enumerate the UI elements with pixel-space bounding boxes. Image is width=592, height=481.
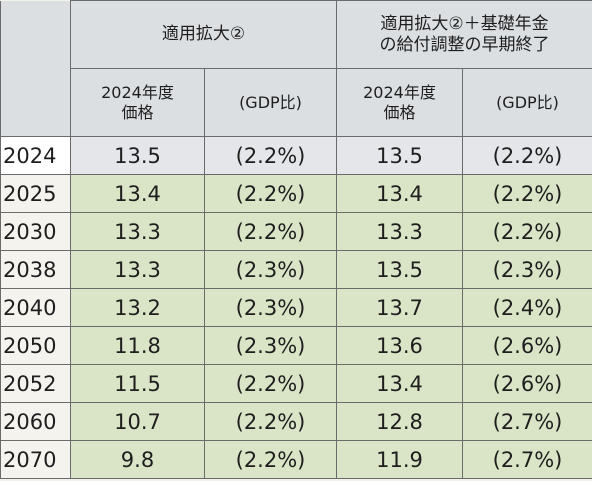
- table-row: 2024 13.5 (2.2%) 13.5 (2.2%): [0, 136, 592, 175]
- year-cell: 2060: [0, 402, 71, 441]
- price-b-cell: 12.8: [336, 402, 463, 441]
- group-header-2: 適用拡大②＋基礎年金 の給付調整の早期終了: [336, 0, 592, 69]
- group-header-1-label: 適用拡大②: [161, 24, 246, 44]
- gdp-b-cell: (2.2%): [462, 212, 592, 251]
- year-cell: 2070: [0, 440, 71, 479]
- gdp-b-cell: (2.3%): [462, 250, 592, 289]
- corner-cell: [0, 0, 71, 137]
- price-a-cell: 10.7: [70, 402, 205, 441]
- price-a-cell: 13.3: [70, 212, 205, 251]
- year-cell: 2038: [0, 250, 71, 289]
- gdp-a-cell: (2.2%): [204, 174, 337, 213]
- subheader-gdp-b: (GDP比): [462, 68, 592, 137]
- subheader-price-b-line2: 価格: [383, 102, 416, 122]
- table-row: 2040 13.2 (2.3%) 13.7 (2.4%): [0, 288, 592, 327]
- year-cell: 2040: [0, 288, 71, 327]
- year-cell: 2050: [0, 326, 71, 365]
- price-b-cell: 13.4: [336, 364, 463, 403]
- price-a-cell: 13.3: [70, 250, 205, 289]
- price-a-cell: 13.2: [70, 288, 205, 327]
- group-header-2-line2: の給付調整の早期終了: [379, 34, 550, 55]
- price-a-cell: 13.4: [70, 174, 205, 213]
- gdp-a-cell: (2.3%): [204, 326, 337, 365]
- gdp-b-cell: (2.7%): [462, 402, 592, 441]
- price-b-cell: 13.3: [336, 212, 463, 251]
- group-header-2-line1: 適用拡大②＋基礎年金: [380, 13, 549, 34]
- subheader-price-b-line1: 2024年度: [363, 82, 436, 102]
- table-row: 2025 13.4 (2.2%) 13.4 (2.2%): [0, 174, 592, 213]
- gdp-b-cell: (2.2%): [462, 174, 592, 213]
- year-cell: 2024: [0, 136, 71, 175]
- table-row: 2052 11.5 (2.2%) 13.4 (2.6%): [0, 364, 592, 403]
- price-b-cell: 13.6: [336, 326, 463, 365]
- price-a-cell: 13.5: [70, 136, 205, 175]
- year-cell: 2052: [0, 364, 71, 403]
- gdp-b-cell: (2.2%): [462, 136, 592, 175]
- gdp-a-cell: (2.3%): [204, 250, 337, 289]
- price-b-cell: 13.7: [336, 288, 463, 327]
- price-b-cell: 13.4: [336, 174, 463, 213]
- gdp-a-cell: (2.2%): [204, 364, 337, 403]
- price-a-cell: 11.8: [70, 326, 205, 365]
- table-row: 2060 10.7 (2.2%) 12.8 (2.7%): [0, 402, 592, 441]
- gdp-a-cell: (2.2%): [204, 402, 337, 441]
- subheader-price-b: 2024年度 価格: [336, 68, 463, 137]
- gdp-b-cell: (2.6%): [462, 364, 592, 403]
- price-b-cell: 13.5: [336, 136, 463, 175]
- price-b-cell: 13.5: [336, 250, 463, 289]
- price-a-cell: 11.5: [70, 364, 205, 403]
- gdp-b-cell: (2.7%): [462, 440, 592, 479]
- subheader-price-a-line1: 2024年度: [101, 82, 174, 102]
- gdp-a-cell: (2.2%): [204, 136, 337, 175]
- year-cell: 2025: [0, 174, 71, 213]
- subheader-price-a: 2024年度 価格: [70, 68, 205, 137]
- table-row: 2030 13.3 (2.2%) 13.3 (2.2%): [0, 212, 592, 251]
- table-row: 2070 9.8 (2.2%) 11.9 (2.7%): [0, 440, 592, 479]
- subheader-gdp-a: (GDP比): [204, 68, 337, 137]
- price-a-cell: 9.8: [70, 440, 205, 479]
- price-b-cell: 11.9: [336, 440, 463, 479]
- gdp-a-cell: (2.2%): [204, 440, 337, 479]
- group-header-1: 適用拡大②: [70, 0, 337, 69]
- subheader-price-a-line2: 価格: [121, 102, 154, 122]
- year-cell: 2030: [0, 212, 71, 251]
- gdp-a-cell: (2.3%): [204, 288, 337, 327]
- gdp-a-cell: (2.2%): [204, 212, 337, 251]
- table-row: 2050 11.8 (2.3%) 13.6 (2.6%): [0, 326, 592, 365]
- gdp-b-cell: (2.4%): [462, 288, 592, 327]
- gdp-b-cell: (2.6%): [462, 326, 592, 365]
- table-row: 2038 13.3 (2.3%) 13.5 (2.3%): [0, 250, 592, 289]
